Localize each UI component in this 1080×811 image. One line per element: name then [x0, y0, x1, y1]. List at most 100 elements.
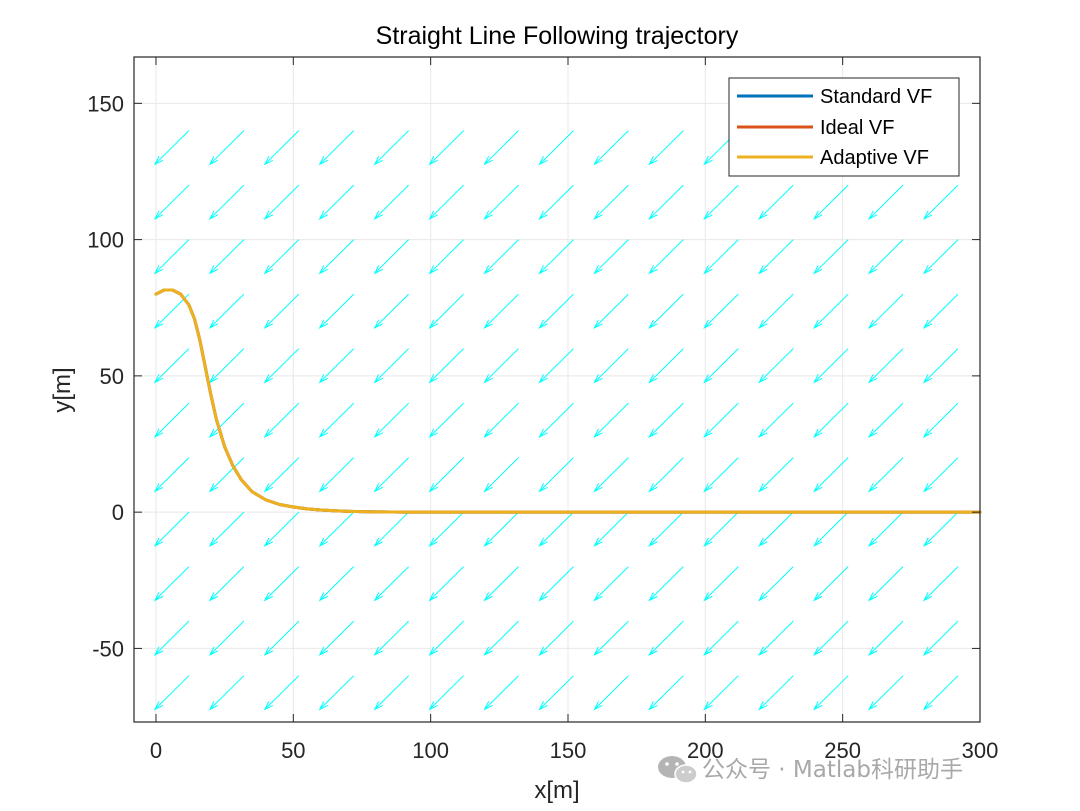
vector-field-arrow	[153, 130, 190, 166]
vector-field-arrow	[538, 130, 574, 166]
y-tick-label: 100	[87, 228, 124, 253]
y-tick-label: 0	[112, 500, 124, 525]
vector-field-arrow	[483, 457, 519, 493]
vector-field-arrow	[593, 675, 629, 711]
vector-field-arrow	[922, 566, 959, 602]
vector-field-arrow	[703, 348, 739, 384]
vector-field-arrow	[263, 130, 300, 166]
vector-field-arrow	[538, 620, 574, 657]
chart-title: Straight Line Following trajectory	[376, 22, 739, 50]
vector-field-arrow	[483, 675, 519, 711]
vector-field-arrow	[758, 675, 794, 711]
vector-field-arrow	[428, 566, 464, 602]
vector-field-arrow	[318, 511, 355, 547]
vector-field-arrow	[703, 293, 739, 329]
vector-field-arrow	[813, 184, 849, 220]
vector-field-arrow	[867, 457, 904, 493]
vector-field-arrow	[318, 348, 355, 384]
vector-field-arrow	[703, 620, 739, 657]
vector-field-arrow	[428, 184, 464, 220]
x-tick-label: 0	[150, 738, 162, 763]
vector-field-arrow	[648, 402, 684, 438]
vector-field-arrow	[208, 511, 245, 547]
vector-field-arrow	[318, 675, 355, 711]
vector-field-arrow	[208, 566, 245, 602]
vector-field-arrow	[758, 293, 794, 329]
vector-field-arrow	[813, 620, 849, 657]
axes-box	[133, 56, 981, 723]
vector-field-arrow	[318, 457, 355, 493]
vector-field-arrow	[867, 184, 904, 220]
vector-field-arrow	[593, 239, 629, 275]
vector-field-arrow	[428, 620, 464, 657]
vector-field-arrow	[208, 457, 245, 493]
vector-field-arrow	[758, 348, 794, 384]
vector-field-arrow	[428, 402, 464, 438]
vector-field-arrow	[593, 402, 629, 438]
vector-field-arrow	[373, 184, 410, 220]
vector-field-arrow	[538, 675, 574, 711]
vector-field-arrow	[867, 566, 904, 602]
vector-field-arrow	[703, 457, 739, 493]
vector-field-arrow	[153, 402, 190, 438]
legend-label-adaptive-vf: Adaptive VF	[820, 147, 929, 169]
vector-field-arrow	[593, 620, 629, 657]
series-group	[154, 288, 982, 514]
vector-field-arrow	[922, 184, 959, 220]
x-tick-label: 50	[281, 738, 305, 763]
vector-field-arrow	[922, 348, 959, 384]
vector-field-arrow	[318, 184, 355, 220]
vector-field-arrow	[483, 348, 519, 384]
vector-field-arrow	[483, 402, 519, 438]
vector-field-arrow	[373, 130, 410, 166]
vector-field-arrow	[703, 402, 739, 438]
vector-field-arrow	[318, 402, 355, 438]
y-tick-label: 50	[100, 364, 124, 389]
vector-field-arrow	[263, 402, 300, 438]
vector-field-arrow	[208, 130, 245, 166]
vector-field-arrow	[867, 293, 904, 329]
x-tick-label: 200	[687, 738, 724, 763]
watermark-text: 公众号 · Matlab科研助手	[702, 757, 963, 783]
vector-field-arrow	[373, 675, 410, 711]
vector-field-arrow	[373, 239, 410, 275]
vector-field-arrow	[648, 184, 684, 220]
vector-field-arrow	[648, 620, 684, 657]
watermark: 公众号 · Matlab科研助手	[658, 756, 963, 784]
vector-field	[134, 130, 959, 711]
legend[interactable]: Standard VF Ideal VF Adaptive VF	[728, 77, 960, 177]
vector-field-arrow	[593, 511, 629, 547]
vector-field-arrow	[153, 511, 190, 547]
vector-field-arrow	[593, 293, 629, 329]
vector-field-arrow	[373, 457, 410, 493]
vector-field-arrow	[373, 566, 410, 602]
vector-field-arrow	[758, 566, 794, 602]
vector-field-arrow	[593, 566, 629, 602]
vector-field-arrow	[263, 511, 300, 547]
vector-field-arrow	[208, 620, 245, 657]
vector-field-arrow	[758, 511, 794, 547]
vector-field-arrow	[538, 239, 574, 275]
vector-field-arrow	[648, 348, 684, 384]
vector-field-arrow	[428, 130, 464, 166]
vector-field-arrow	[648, 675, 684, 711]
vector-field-arrow	[758, 184, 794, 220]
vector-field-arrow	[867, 511, 904, 547]
vector-field-arrow	[593, 457, 629, 493]
vector-field-arrow	[483, 184, 519, 220]
vector-field-arrow	[208, 184, 245, 220]
vector-field-arrow	[373, 620, 410, 657]
vector-field-arrow	[208, 402, 245, 438]
vector-field-arrow	[538, 402, 574, 438]
vector-field-arrow	[263, 239, 300, 275]
vector-field-arrow	[538, 457, 574, 493]
vector-field-arrow	[153, 348, 190, 384]
vector-field-arrow	[153, 620, 190, 657]
vector-field-arrow	[263, 620, 300, 657]
vector-field-arrow	[813, 675, 849, 711]
vector-field-arrow	[758, 457, 794, 493]
vector-field-arrow	[593, 348, 629, 384]
vector-field-arrow	[703, 511, 739, 547]
vector-field-arrow	[648, 239, 684, 275]
